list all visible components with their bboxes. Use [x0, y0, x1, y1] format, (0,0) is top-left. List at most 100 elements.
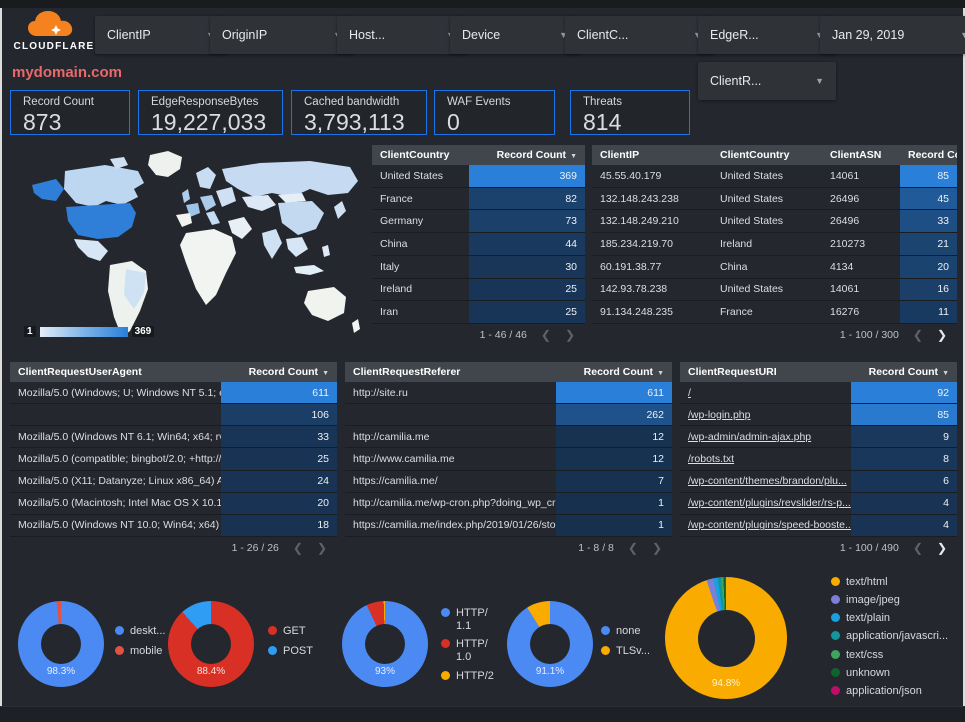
- legend-color-dot: [441, 639, 450, 649]
- column-header[interactable]: Record Count▼: [583, 366, 664, 378]
- legend-color-dot: [831, 613, 840, 623]
- table-row: 106: [10, 404, 337, 427]
- uri-link[interactable]: /: [688, 386, 691, 399]
- donut-tls-version-chart[interactable]: 91.1%: [507, 601, 593, 687]
- table-cell: 132.148.249.210: [600, 215, 679, 228]
- uri-link[interactable]: /robots.txt: [688, 452, 735, 465]
- record-count-heat-cell: 85: [851, 404, 957, 426]
- legend-color-dot: [831, 631, 840, 641]
- table-row: http://site.ru 611: [345, 382, 672, 405]
- uri-link[interactable]: /wp-content/plugins/revslider/rs-p...: [688, 497, 851, 510]
- table-row: France 82: [372, 187, 585, 211]
- table-row: /wp-content/plugins/speed-booste... 4: [680, 514, 957, 537]
- bottom-edge-strip: [0, 706, 965, 722]
- column-header[interactable]: ClientCountry: [380, 149, 450, 161]
- chevron-down-icon: ▼: [559, 30, 568, 40]
- table-cell: China: [720, 260, 748, 273]
- table-header-row: ClientRequestReferer Record Count ▼: [345, 362, 672, 382]
- table-row: http://www.camilia.me 12: [345, 448, 672, 471]
- sort-desc-icon: ▼: [657, 370, 664, 377]
- uri-link[interactable]: /wp-content/themes/brandon/plu...: [688, 475, 847, 488]
- filter-host[interactable]: Host... ▼: [337, 16, 467, 54]
- filter-originip[interactable]: OriginIP ▼: [210, 16, 354, 54]
- scorecard-record-count: Record Count 873: [10, 90, 130, 135]
- donut-content-type-chart[interactable]: 94.8%: [665, 577, 787, 699]
- record-count-heat-cell: 16: [900, 278, 957, 301]
- column-header[interactable]: ClientRequestReferer: [353, 366, 461, 378]
- donut-device-chart[interactable]: 98.3%: [18, 601, 104, 687]
- column-header[interactable]: ClientRequestURI: [688, 366, 777, 378]
- table-row: Italy 30: [372, 255, 585, 279]
- column-header[interactable]: ClientIP: [600, 149, 640, 161]
- table-row: 185.234.219.70 Ireland 210273 21: [592, 233, 957, 256]
- column-header[interactable]: Record Count▼: [496, 149, 577, 161]
- next-page-icon[interactable]: ❯: [936, 327, 947, 342]
- table-row: https://camilia.me/index.php/2019/01/26/…: [345, 514, 672, 537]
- column-header[interactable]: ClientRequestUserAgent: [18, 366, 142, 378]
- record-count-heat-cell: 25: [469, 301, 585, 324]
- next-page-icon[interactable]: ❯: [936, 540, 947, 555]
- filter-clientrequest[interactable]: ClientR... ▼: [698, 62, 836, 100]
- legend-color-dot: [115, 645, 124, 655]
- prev-page-icon[interactable]: ❮: [292, 540, 303, 555]
- table-cell: Germany: [380, 215, 424, 228]
- uri-link[interactable]: /wp-admin/admin-ajax.php: [688, 430, 812, 443]
- uri-link[interactable]: /wp-content/plugins/speed-booste...: [688, 519, 851, 532]
- prev-page-icon[interactable]: ❮: [540, 327, 551, 342]
- prev-page-icon[interactable]: ❮: [912, 540, 923, 555]
- table-row: United States 369: [372, 165, 585, 188]
- table-cell: Mozilla/5.0 (Macintosh; Intel Mac OS X 1…: [18, 497, 221, 510]
- table-cell: https://camilia.me/: [353, 475, 438, 488]
- column-header[interactable]: Record Count▼: [868, 366, 949, 378]
- table-row: 132.148.243.238 United States 26496 45: [592, 187, 957, 211]
- column-header[interactable]: ClientASN: [830, 149, 882, 161]
- date-range-picker[interactable]: Jan 29, 2019 ▼: [820, 16, 965, 54]
- prev-page-icon[interactable]: ❮: [912, 327, 923, 342]
- donut-http-protocol-chart[interactable]: 93%: [342, 601, 428, 687]
- legend-color-dot: [831, 595, 840, 605]
- legend-color-dot: [831, 649, 840, 659]
- table-row: /robots.txt 8: [680, 448, 957, 471]
- table-row: Ireland 25: [372, 278, 585, 302]
- legend-item: image/jpeg: [831, 594, 961, 607]
- table-row: 262: [345, 404, 672, 427]
- record-count-heat-cell: 4: [851, 492, 957, 514]
- column-header[interactable]: Record Count▼: [908, 149, 957, 161]
- table-cell: Mozilla/5.0 (Windows NT 10.0; Win64; x64…: [18, 519, 221, 532]
- table-header-row: ClientRequestUserAgent Record Count ▼: [10, 362, 337, 382]
- next-page-icon[interactable]: ❯: [564, 327, 575, 342]
- table-client-ip: ClientIP ClientCountry ClientASN Record Cou…: [592, 145, 957, 345]
- table-row: 45.55.40.179 United States 14061 85: [592, 165, 957, 188]
- table-header-row: ClientRequestURI Record Count ▼: [680, 362, 957, 382]
- filter-clientip[interactable]: ClientIP ▼: [95, 16, 227, 54]
- legend-device: deskt... mobile: [115, 625, 165, 657]
- record-count-heat-cell: 85: [900, 165, 957, 187]
- next-page-icon[interactable]: ❯: [651, 540, 662, 555]
- table-cell: Mozilla/5.0 (Windows; U; Windows NT 5.1;…: [18, 386, 221, 399]
- table-row: /wp-content/themes/brandon/plu... 6: [680, 470, 957, 493]
- filter-edgeresponse[interactable]: EdgeR... ▼: [698, 16, 836, 54]
- page-title: mydomain.com: [12, 64, 123, 81]
- table-cell: 4134: [830, 260, 854, 273]
- table-client-request-uri: ClientRequestURI Record Count ▼ / 92/wp-logi…: [680, 362, 957, 558]
- map-legend-gradient: [39, 326, 128, 337]
- filter-device[interactable]: Device ▼: [450, 16, 580, 54]
- legend-item: application/json: [831, 685, 961, 698]
- table-cell: United States: [720, 283, 784, 296]
- column-header[interactable]: Record Count▼: [248, 366, 329, 378]
- next-page-icon[interactable]: ❯: [316, 540, 327, 555]
- legend-content-type: text/html image/jpeg text/plain application…: [831, 576, 961, 722]
- table-cell: [10, 404, 221, 425]
- table-client-country: ClientCountry Record Count ▼ United States 3…: [372, 145, 585, 345]
- chevron-down-icon: ▼: [815, 76, 824, 86]
- world-geo-chart[interactable]: 1 369: [10, 145, 370, 345]
- record-count-heat-cell: 6: [851, 470, 957, 492]
- uri-link[interactable]: /wp-login.php: [688, 408, 751, 421]
- donut-request-method-chart[interactable]: 88.4%: [168, 601, 254, 687]
- table-cell: [345, 404, 556, 425]
- column-header[interactable]: ClientCountry: [720, 149, 790, 161]
- prev-page-icon[interactable]: ❮: [627, 540, 638, 555]
- filter-clientcountry[interactable]: ClientC... ▼: [565, 16, 714, 54]
- cloudflare-cloud-icon: [28, 11, 73, 36]
- legend-color-dot: [601, 626, 610, 635]
